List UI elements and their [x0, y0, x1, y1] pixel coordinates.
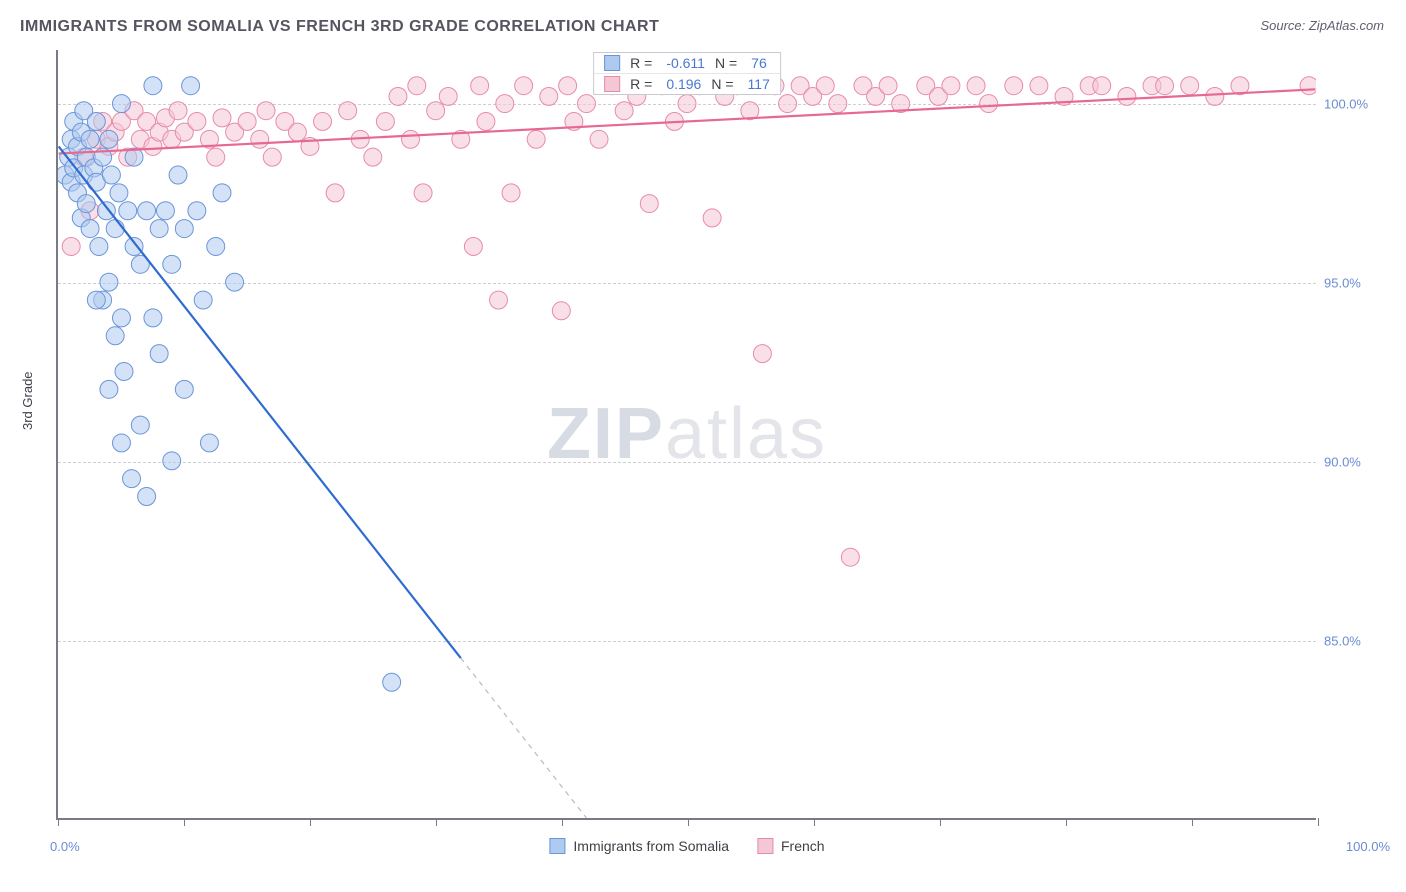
- source-label: Source: ZipAtlas.com: [1260, 18, 1384, 33]
- r-value-french: 0.196: [662, 76, 701, 92]
- swatch-french-icon: [757, 838, 773, 854]
- n-label: N =: [715, 55, 737, 71]
- correlation-row-french: R = 0.196 N = 117: [594, 74, 780, 94]
- x-tick: [940, 818, 941, 826]
- r-value-somalia: -0.611: [662, 55, 705, 71]
- y-axis-label: 3rd Grade: [20, 371, 35, 430]
- x-tick-label-min: 0.0%: [50, 839, 80, 854]
- n-value-somalia: 76: [747, 55, 767, 71]
- x-tick: [58, 818, 59, 826]
- chart-title: IMMIGRANTS FROM SOMALIA VS FRENCH 3RD GR…: [20, 18, 659, 36]
- x-tick: [184, 818, 185, 826]
- x-tick: [1318, 818, 1319, 826]
- legend-label-french: French: [781, 838, 825, 854]
- x-tick: [562, 818, 563, 826]
- x-tick: [310, 818, 311, 826]
- r-label: R =: [630, 76, 652, 92]
- series-legend: Immigrants from Somalia French: [549, 838, 824, 854]
- y-tick-label: 90.0%: [1324, 454, 1380, 469]
- n-label: N =: [711, 76, 733, 92]
- x-tick-label-max: 100.0%: [1330, 839, 1390, 854]
- y-tick-label: 100.0%: [1324, 96, 1380, 111]
- legend-item-french: French: [757, 838, 825, 854]
- x-tick: [1066, 818, 1067, 826]
- correlation-row-somalia: R = -0.611 N = 76: [594, 53, 780, 74]
- r-label: R =: [630, 55, 652, 71]
- x-tick: [436, 818, 437, 826]
- correlation-legend: R = -0.611 N = 76 R = 0.196 N = 117: [593, 52, 781, 95]
- y-tick-label: 95.0%: [1324, 275, 1380, 290]
- legend-label-somalia: Immigrants from Somalia: [573, 838, 729, 854]
- legend-item-somalia: Immigrants from Somalia: [549, 838, 729, 854]
- swatch-somalia: [604, 55, 620, 71]
- swatch-somalia-icon: [549, 838, 565, 854]
- x-tick: [1192, 818, 1193, 826]
- plot-area: ZIPatlas R = -0.611 N = 76 R = 0.196 N =…: [56, 50, 1316, 820]
- chart-svg: [58, 50, 1316, 818]
- y-tick-label: 85.0%: [1324, 633, 1380, 648]
- swatch-french: [604, 76, 620, 92]
- x-tick: [688, 818, 689, 826]
- n-value-french: 117: [744, 76, 770, 92]
- x-tick: [814, 818, 815, 826]
